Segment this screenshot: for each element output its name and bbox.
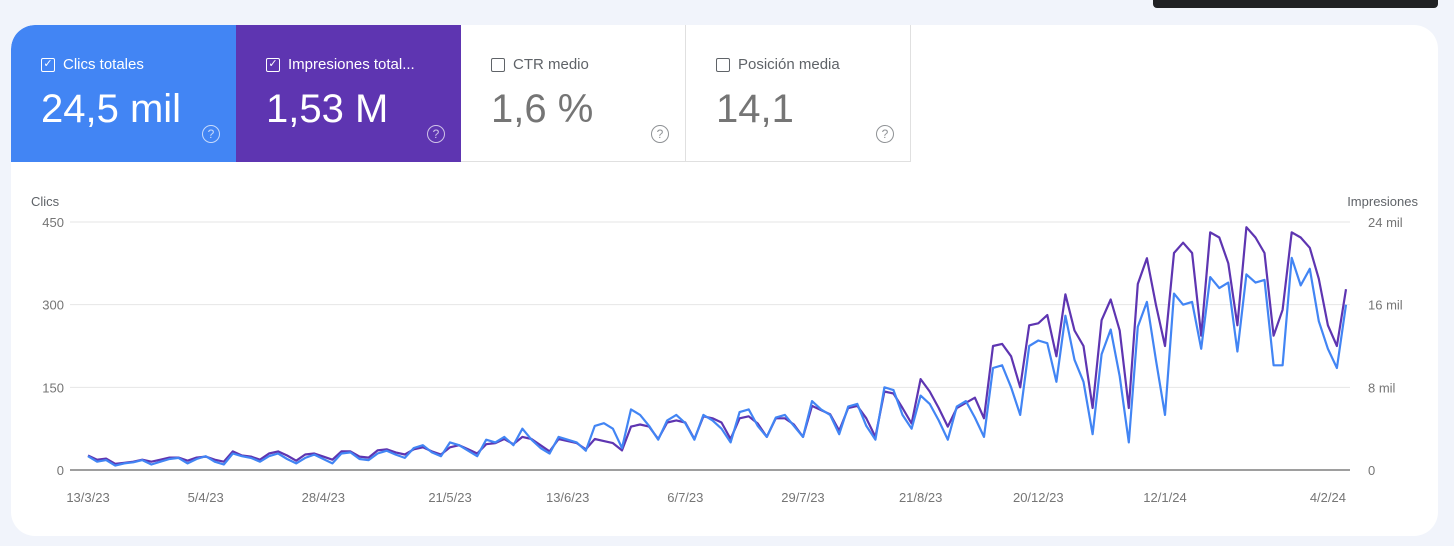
metric-value: 1,53 M <box>266 87 389 131</box>
metric-label: Clics totales <box>63 56 144 73</box>
x-tick-label: 29/7/23 <box>781 490 824 505</box>
x-tick-label: 28/4/23 <box>302 490 345 505</box>
left-tick-label: 150 <box>42 380 64 395</box>
metric-card-position[interactable]: Posición media 14,1 ? <box>686 25 911 162</box>
metric-label: Impresiones total... <box>288 56 415 73</box>
metric-card-ctr[interactable]: CTR medio 1,6 % ? <box>461 25 686 162</box>
performance-panel: ✓ Clics totales 24,5 mil ? ✓ Impresiones t… <box>11 25 1438 536</box>
help-icon[interactable]: ? <box>876 125 894 143</box>
right-tick-label: 0 <box>1368 463 1375 478</box>
checkbox-checked-icon[interactable]: ✓ <box>41 57 55 72</box>
metric-card-impressions[interactable]: ✓ Impresiones total... 1,53 M ? <box>236 25 461 162</box>
help-icon[interactable]: ? <box>202 125 220 143</box>
right-tick-label: 16 mil <box>1368 298 1403 313</box>
help-icon[interactable]: ? <box>427 125 445 143</box>
checkbox-checked-icon[interactable]: ✓ <box>266 57 280 72</box>
right-tick-label: 24 mil <box>1368 215 1403 230</box>
right-tick-label: 8 mil <box>1368 380 1396 395</box>
metric-value: 14,1 <box>716 87 794 131</box>
metric-value: 24,5 mil <box>41 87 182 131</box>
x-tick-label: 6/7/23 <box>667 490 703 505</box>
x-tick-label: 21/5/23 <box>428 490 471 505</box>
series-line-clics <box>87 256 1348 467</box>
checkbox-unchecked-icon[interactable] <box>491 57 505 72</box>
left-axis-title: Clics <box>31 194 60 209</box>
metric-label: CTR medio <box>513 56 589 73</box>
series-line-impresiones <box>87 226 1348 465</box>
x-tick-label: 20/12/23 <box>1013 490 1064 505</box>
metric-value: 1,6 % <box>491 87 594 131</box>
x-tick-label: 13/3/23 <box>66 490 109 505</box>
x-tick-label: 4/2/24 <box>1310 490 1346 505</box>
help-icon[interactable]: ? <box>651 125 669 143</box>
right-axis-title: Impresiones <box>1347 194 1418 209</box>
x-tick-label: 13/6/23 <box>546 490 589 505</box>
left-tick-label: 0 <box>57 463 64 478</box>
metric-card-clicks[interactable]: ✓ Clics totales 24,5 mil ? <box>11 25 236 162</box>
top-toolbar-fragment <box>1153 0 1438 8</box>
left-tick-label: 300 <box>42 298 64 313</box>
metric-label: Posición media <box>738 56 840 73</box>
x-tick-label: 5/4/23 <box>188 490 224 505</box>
x-tick-label: 12/1/24 <box>1143 490 1186 505</box>
checkbox-unchecked-icon[interactable] <box>716 57 730 72</box>
x-tick-label: 21/8/23 <box>899 490 942 505</box>
left-tick-label: 450 <box>42 215 64 230</box>
